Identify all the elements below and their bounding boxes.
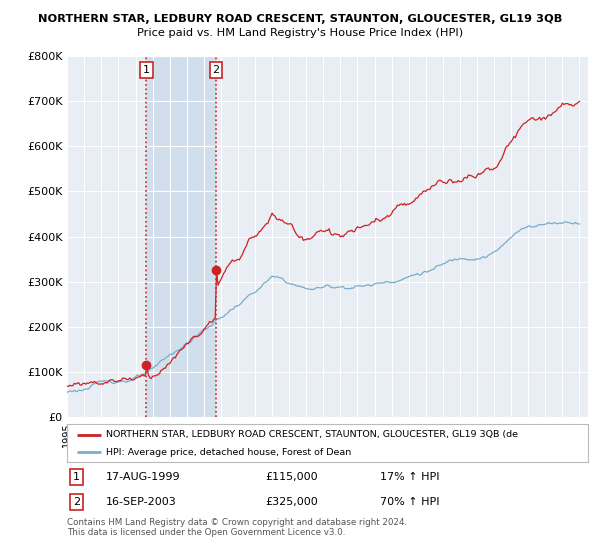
Text: 17% ↑ HPI: 17% ↑ HPI <box>380 472 439 482</box>
Text: 1: 1 <box>73 472 80 482</box>
Text: Price paid vs. HM Land Registry's House Price Index (HPI): Price paid vs. HM Land Registry's House … <box>137 28 463 38</box>
Text: NORTHERN STAR, LEDBURY ROAD CRESCENT, STAUNTON, GLOUCESTER, GL19 3QB (de: NORTHERN STAR, LEDBURY ROAD CRESCENT, ST… <box>106 430 518 439</box>
Text: 70% ↑ HPI: 70% ↑ HPI <box>380 497 439 507</box>
Text: NORTHERN STAR, LEDBURY ROAD CRESCENT, STAUNTON, GLOUCESTER, GL19 3QB: NORTHERN STAR, LEDBURY ROAD CRESCENT, ST… <box>38 14 562 24</box>
Text: 1: 1 <box>143 65 150 75</box>
Text: 2: 2 <box>73 497 80 507</box>
Text: HPI: Average price, detached house, Forest of Dean: HPI: Average price, detached house, Fore… <box>106 448 352 457</box>
Text: £325,000: £325,000 <box>265 497 318 507</box>
Bar <box>146 56 216 417</box>
Text: 17-AUG-1999: 17-AUG-1999 <box>106 472 181 482</box>
Text: 16-SEP-2003: 16-SEP-2003 <box>106 497 177 507</box>
Text: Contains HM Land Registry data © Crown copyright and database right 2024.
This d: Contains HM Land Registry data © Crown c… <box>67 518 407 538</box>
Text: £115,000: £115,000 <box>265 472 318 482</box>
Text: 2: 2 <box>212 65 220 75</box>
